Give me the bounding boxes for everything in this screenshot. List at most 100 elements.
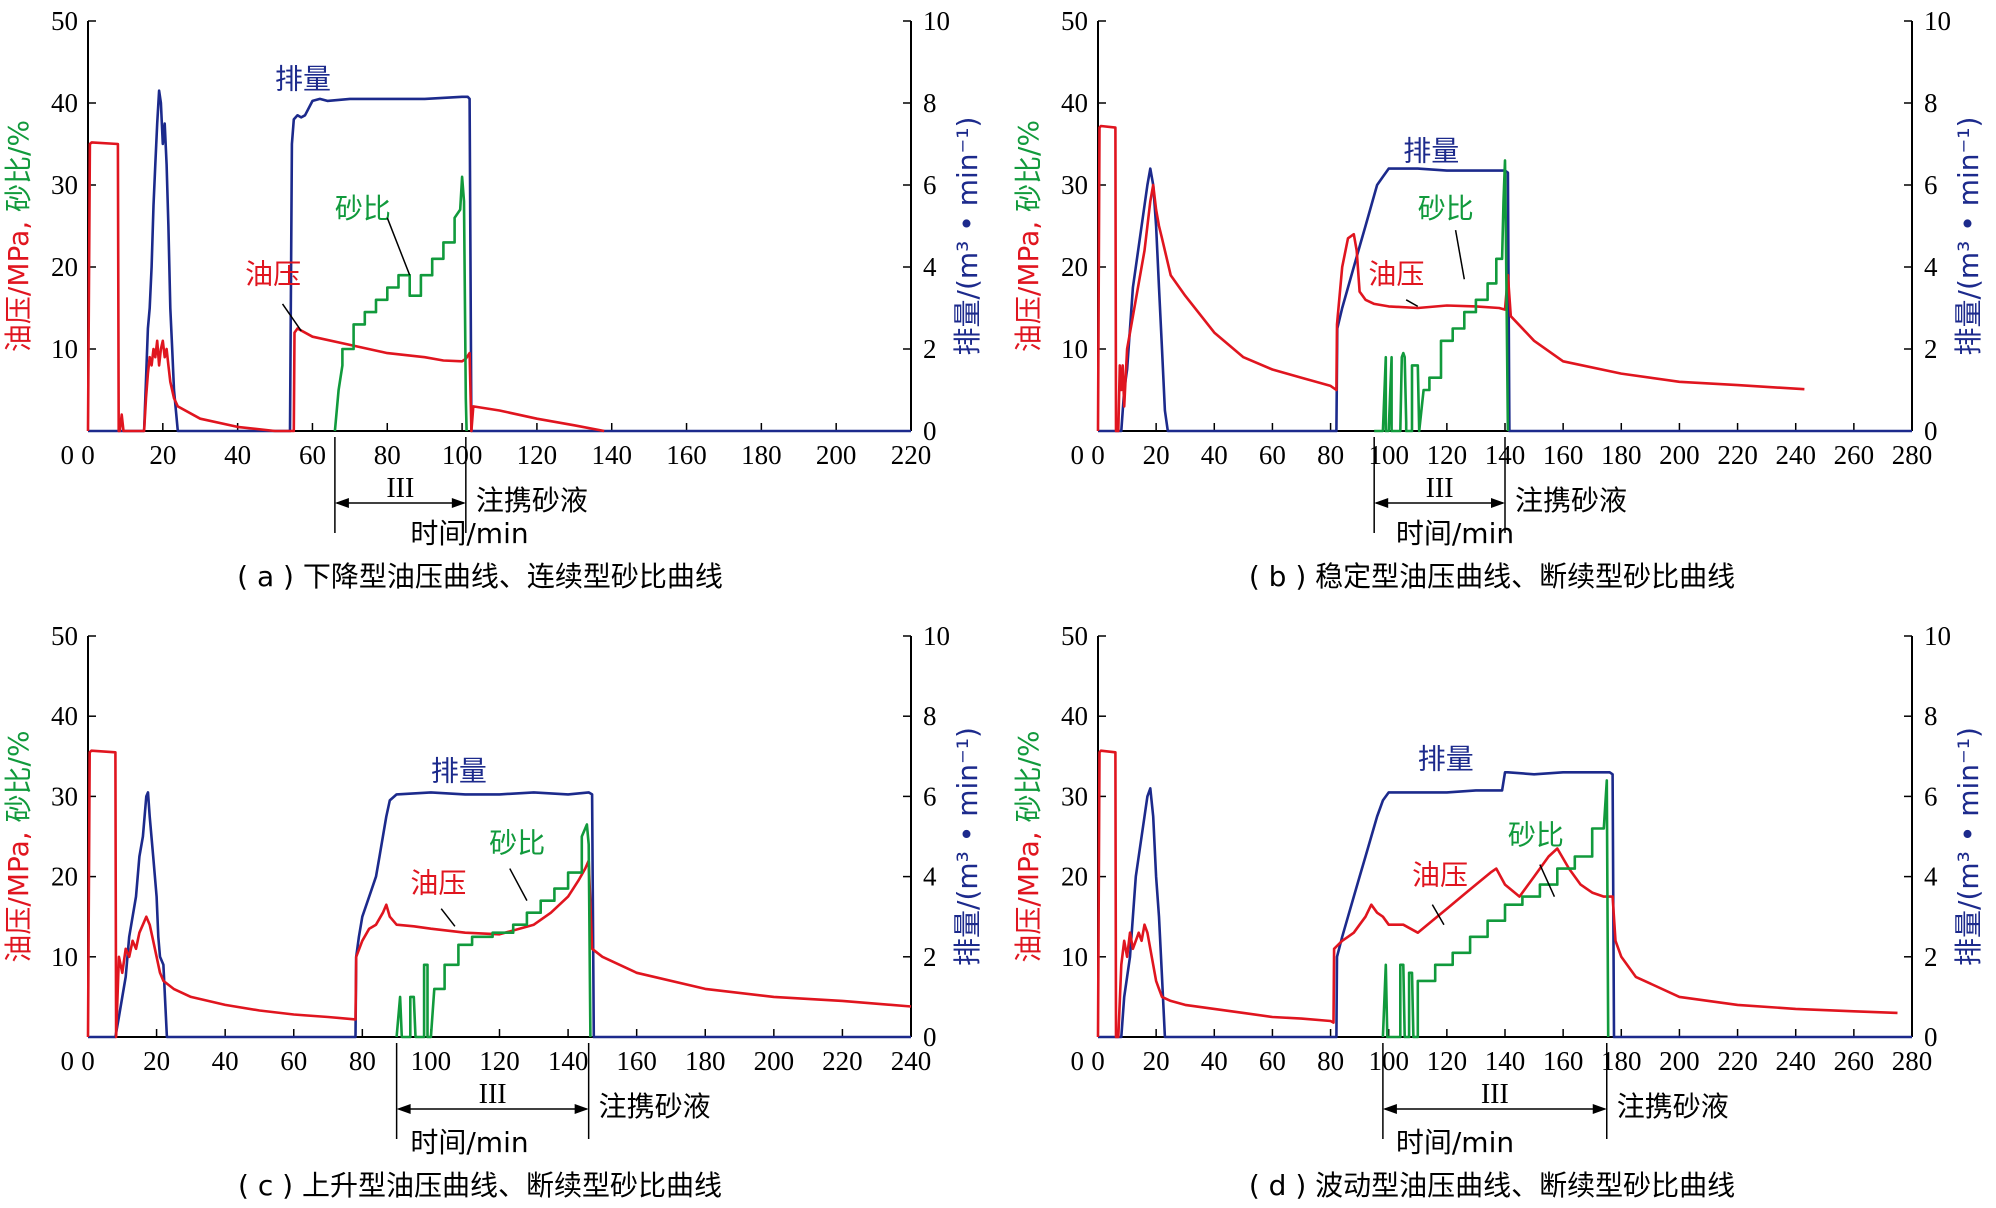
x-tick-label: 120 — [1427, 1046, 1468, 1076]
stage-note: 注携砂液 — [1617, 1090, 1729, 1123]
x-axis-label: 时间/min — [410, 1126, 528, 1159]
y-left-label-sand: 砂比/% — [2, 730, 35, 831]
pressure-leader — [440, 908, 456, 927]
y-left-tick-label: 0 — [1071, 1046, 1085, 1076]
y-left-tick-label: 10 — [51, 334, 78, 364]
y-left-label-pressure: 油压/MPa, — [1012, 831, 1045, 962]
x-tick-label: 220 — [1717, 440, 1758, 470]
x-tick-label: 240 — [891, 1046, 932, 1076]
pressure-leader — [1405, 299, 1419, 308]
x-axis-label: 时间/min — [1396, 517, 1514, 550]
stage-label: III — [1426, 473, 1454, 504]
y-right-tick-label: 10 — [923, 621, 950, 651]
x-tick-label: 0 — [1091, 1046, 1105, 1076]
x-tick-label: 160 — [616, 1046, 657, 1076]
x-tick-label: 40 — [1201, 1046, 1228, 1076]
y-left-tick-label: 10 — [1061, 942, 1088, 972]
x-tick-label: 20 — [1143, 1046, 1170, 1076]
x-tick-label: 200 — [754, 1046, 795, 1076]
y-left-axis-label: 油压/MPa, 砂比/% — [2, 120, 35, 352]
y-right-tick-label: 0 — [923, 1022, 937, 1052]
y-right-tick-label: 6 — [923, 781, 937, 811]
y-left-tick-label: 20 — [51, 862, 78, 892]
stage-arrow-head-left — [396, 1104, 411, 1114]
y-right-tick-label: 2 — [1924, 334, 1938, 364]
y-left-tick-label: 0 — [1071, 440, 1085, 470]
x-tick-label: 240 — [1775, 1046, 1816, 1076]
sand-ratio-label: 砂比 — [1418, 192, 1474, 225]
y-left-tick-label: 50 — [1061, 621, 1088, 651]
y-right-tick-label: 8 — [1924, 701, 1938, 731]
y-left-tick-label: 40 — [1061, 88, 1088, 118]
series-line-pressure — [1096, 124, 1805, 433]
x-tick-label: 220 — [1717, 1046, 1758, 1076]
x-tick-label: 140 — [1485, 1046, 1526, 1076]
x-tick-label: 40 — [224, 440, 251, 470]
y-left-tick-label: 50 — [51, 6, 78, 36]
chart-panel-3: 0 20 40 60 80 100 120 140 160 180 200 220 2400102030… — [2, 621, 984, 1202]
y-left-tick-label: 30 — [51, 781, 78, 811]
y-right-tick-label: 4 — [923, 862, 937, 892]
sand-ratio-leader — [1539, 864, 1556, 897]
stage-label: III — [1481, 1079, 1509, 1110]
chart-panel-1: 0 20 40 60 80 100 120 140 160 180 200 2200102030405… — [2, 6, 984, 593]
stage-arrow-head-left — [334, 498, 349, 508]
x-axis-label: 时间/min — [1396, 1126, 1514, 1159]
y-left-axis-label: 油压/MPa, 砂比/% — [2, 730, 35, 962]
y-left-tick-label: 30 — [51, 170, 78, 200]
x-axis-label: 时间/min — [410, 517, 528, 550]
pressure-label: 油压 — [245, 257, 301, 290]
series-line-rate — [1098, 167, 1912, 433]
x-tick-label: 0 — [81, 440, 95, 470]
x-tick-label: 220 — [822, 1046, 863, 1076]
y-left-tick-label: 50 — [51, 621, 78, 651]
x-tick-label: 80 — [374, 440, 401, 470]
y-left-label-pressure: 油压/MPa, — [1012, 221, 1045, 352]
y-left-tick-label: 50 — [1061, 6, 1088, 36]
x-tick-label: 80 — [349, 1046, 376, 1076]
y-left-label-sand: 砂比/% — [2, 120, 35, 221]
x-tick-label: 20 — [149, 440, 176, 470]
panel-caption: ( d ) 波动型油压曲线、断续型砂比曲线 — [1249, 1169, 1735, 1202]
y-right-tick-label: 10 — [1924, 621, 1951, 651]
x-tick-label: 100 — [411, 1046, 452, 1076]
y-right-axis-label: 排量/(m³ • min⁻¹) — [1952, 727, 1985, 966]
y-left-tick-label: 40 — [1061, 701, 1088, 731]
y-left-axis-label: 油压/MPa, 砂比/% — [1012, 730, 1045, 962]
stage-note: 注携砂液 — [476, 484, 588, 517]
y-right-tick-label: 10 — [1924, 6, 1951, 36]
x-tick-label: 280 — [1892, 1046, 1933, 1076]
series-line-rate — [88, 791, 911, 1039]
rate-label: 排量 — [1418, 742, 1474, 775]
x-tick-label: 180 — [741, 440, 782, 470]
x-tick-label: 140 — [591, 440, 632, 470]
x-tick-label: 280 — [1892, 440, 1933, 470]
series-line-sand-ratio — [1374, 159, 1510, 433]
y-left-tick-label: 40 — [51, 701, 78, 731]
x-tick-label: 160 — [1543, 1046, 1584, 1076]
y-left-tick-label: 30 — [1061, 781, 1088, 811]
x-tick-label: 120 — [517, 440, 558, 470]
y-right-tick-label: 6 — [923, 170, 937, 200]
y-left-tick-label: 0 — [61, 1046, 75, 1076]
pressure-leader — [1431, 904, 1445, 926]
y-left-tick-label: 0 — [61, 440, 75, 470]
sand-ratio-leader — [1454, 229, 1466, 280]
series-line-rate — [1098, 770, 1912, 1039]
x-tick-label: 40 — [212, 1046, 239, 1076]
y-left-tick-label: 20 — [1061, 252, 1088, 282]
stage-note: 注携砂液 — [1515, 484, 1627, 517]
panel-caption: ( a ) 下降型油压曲线、连续型砂比曲线 — [237, 560, 723, 593]
series-line-rate — [88, 89, 911, 433]
pressure-leader — [281, 303, 302, 332]
y-left-tick-label: 20 — [51, 252, 78, 282]
sand-ratio-label: 砂比 — [335, 192, 391, 225]
x-tick-label: 0 — [81, 1046, 95, 1076]
y-left-tick-label: 30 — [1061, 170, 1088, 200]
x-tick-label: 260 — [1834, 440, 1875, 470]
y-right-tick-label: 8 — [923, 88, 937, 118]
y-left-tick-label: 10 — [51, 942, 78, 972]
y-right-tick-label: 6 — [1924, 781, 1938, 811]
y-left-tick-label: 10 — [1061, 334, 1088, 364]
